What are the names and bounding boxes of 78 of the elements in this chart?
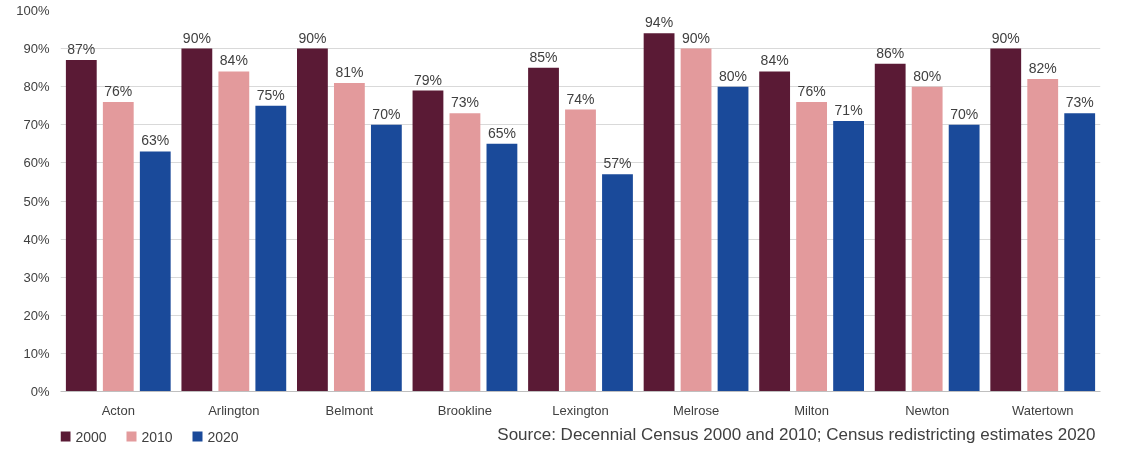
bar [449,113,481,392]
y-tick-label: 100% [16,3,50,18]
legend-label: 2000 [75,428,107,445]
data-label: 90% [991,29,1020,46]
bar [65,60,97,392]
bar [333,82,365,392]
y-tick-label: 20% [23,307,50,323]
y-tick-label: 0% [30,384,50,399]
y-tick-label: 10% [23,345,50,361]
data-label: 73% [1065,94,1094,111]
data-label: 84% [760,52,789,69]
data-label: 87% [67,41,96,58]
bar [911,86,943,392]
bar [412,90,444,392]
bar [1064,113,1096,392]
data-label: 82% [1028,60,1057,77]
data-label: 90% [298,29,327,46]
data-label: 71% [834,101,863,118]
x-tick-label: Belmont [325,402,374,418]
bar [948,124,980,392]
bar [486,143,518,392]
y-tick-label: 50% [23,193,50,209]
data-label: 73% [450,94,479,111]
bar [565,109,596,392]
bar [759,71,791,392]
data-label: 80% [719,67,748,84]
bar [990,48,1022,392]
x-tick-label: Acton [101,402,135,418]
legend-label: 2020 [207,428,239,445]
bar [181,48,213,392]
data-label: 70% [950,105,979,122]
data-label: 65% [487,124,516,141]
data-label: 70% [372,105,401,122]
bar [297,48,328,392]
bar [370,124,402,392]
data-label: 86% [876,44,905,61]
bar [255,105,287,392]
data-label: 76% [797,82,826,99]
source-note: Source: Decennial Census 2000 and 2010; Census redistricting estimates 2020 [497,424,1096,444]
bar [528,67,559,392]
y-tick-label: 90% [23,41,50,57]
y-tick-label: 70% [23,117,50,133]
bar [139,151,171,392]
x-tick-label: Arlington [208,402,260,418]
data-label: 84% [219,52,248,69]
data-label: 63% [141,132,170,149]
data-label: 85% [529,48,558,65]
legend-label: 2010 [141,428,173,445]
bar [643,33,675,392]
data-label: 74% [566,90,595,107]
data-label: 94% [645,14,674,31]
x-tick-label: Newton [905,402,950,418]
data-label: 81% [335,63,364,80]
bar [1027,79,1059,392]
y-tick-label: 80% [23,79,50,95]
data-label: 75% [256,86,285,103]
y-tick-label: 40% [23,231,50,247]
bar [833,120,864,392]
data-label: 80% [913,67,942,84]
data-label: 76% [104,82,133,99]
x-tick-label: Brookline [437,402,493,418]
data-label: 90% [182,29,211,46]
bar [102,101,134,392]
bar [218,71,250,392]
bar [717,86,749,392]
y-tick-label: 30% [23,269,50,285]
x-tick-label: Milton [794,402,829,418]
bar [602,174,633,392]
y-tick-label: 60% [23,155,50,171]
bar [874,63,906,392]
data-label: 57% [603,155,632,172]
x-tick-label: Lexington [552,402,609,418]
data-label: 79% [413,71,442,88]
data-label: 90% [682,29,711,46]
x-tick-label: Watertown [1011,402,1074,418]
x-tick-label: Melrose [672,402,720,418]
bar [680,48,712,392]
bar [796,101,828,392]
